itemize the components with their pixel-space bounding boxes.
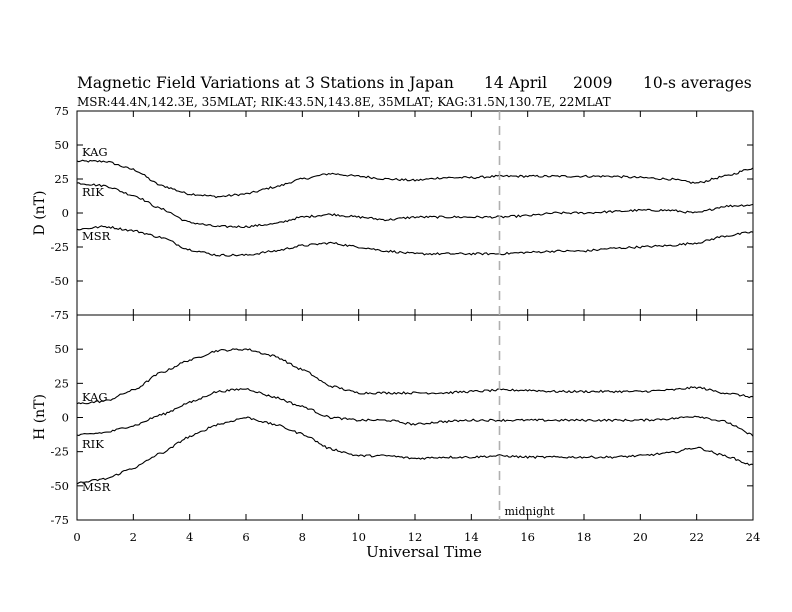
- chart-cadence: 10-s averages: [643, 74, 752, 92]
- y-tick-label: 50: [54, 138, 69, 152]
- series-line-msr: [76, 225, 754, 257]
- y-tick-label: 75: [54, 104, 69, 118]
- x-tick-label: 18: [577, 530, 592, 544]
- y-tick-label: 50: [54, 342, 69, 356]
- y-tick-label: 25: [54, 172, 69, 186]
- midnight-label: midnight: [505, 505, 556, 518]
- panel-d-ylabel: D (nT): [32, 191, 48, 236]
- chart-year: 2009: [573, 74, 612, 92]
- x-axis-ticks: 0 2 4 6 8 10 12 14 16 18 20 22 24: [73, 111, 760, 544]
- x-tick-label: 8: [299, 530, 306, 544]
- x-tick-label: 24: [746, 530, 761, 544]
- series-line-rik: [76, 387, 754, 437]
- panel-d-label-rik: RIK: [82, 185, 104, 199]
- y-tick-label: 25: [54, 376, 69, 390]
- x-axis-label: Universal Time: [366, 543, 482, 561]
- chart-title: Magnetic Field Variations at 3 Stations …: [77, 74, 454, 92]
- y-tick-label: -50: [50, 479, 69, 493]
- panel-h-ylabel: H (nT): [32, 394, 48, 440]
- y-tick-label: -25: [50, 445, 69, 459]
- x-tick-label: 10: [351, 530, 366, 544]
- panel-d-series: [76, 159, 754, 257]
- panel-d-label-kag: KAG: [82, 145, 108, 159]
- y-tick-label: 0: [62, 206, 69, 220]
- panel-h-frame: [76, 314, 754, 521]
- panel-h-series-labels: KAG RIK MSR: [82, 390, 111, 494]
- panel-h-label-kag: KAG: [82, 390, 108, 404]
- y-tick-label: -75: [50, 513, 69, 527]
- x-tick-label: 0: [73, 530, 80, 544]
- series-line-msr: [76, 416, 754, 485]
- y-tick-label: 0: [62, 411, 69, 425]
- series-line-rik: [76, 182, 754, 229]
- chart-date: 14 April: [484, 74, 547, 92]
- y-tick-label: -25: [50, 240, 69, 254]
- panel-h-label-rik: RIK: [82, 437, 104, 451]
- x-tick-label: 2: [130, 530, 137, 544]
- panel-d-frame: [76, 110, 754, 316]
- series-line-kag: [76, 159, 754, 199]
- series-line-kag: [76, 348, 754, 405]
- panel-h: H (nT) 50 25 0 -25 -50 -75 KAG RIK MSR: [32, 314, 754, 527]
- x-tick-label: 22: [689, 530, 704, 544]
- y-tick-label: -75: [50, 308, 69, 322]
- y-tick-label: -50: [50, 274, 69, 288]
- x-tick-label: 6: [242, 530, 249, 544]
- x-tick-label: 20: [633, 530, 648, 544]
- panel-h-series: [76, 348, 754, 485]
- x-tick-label: 16: [520, 530, 535, 544]
- panel-d-yticks: 75 50 25 0 -25 -50 -75: [50, 104, 753, 322]
- panel-d-series-labels: KAG RIK MSR: [82, 145, 111, 243]
- panel-h-yticks: 50 25 0 -25 -50 -75: [50, 314, 753, 527]
- x-tick-label: 4: [186, 530, 193, 544]
- panel-d-label-msr: MSR: [82, 229, 111, 243]
- panel-h-label-msr: MSR: [82, 480, 111, 494]
- panel-d: D (nT) 75 50 25 0 -25 -50 -75 KAG RIK MSR: [32, 104, 754, 322]
- x-tick-label: 14: [464, 530, 479, 544]
- chart-stations: MSR:44.4N,142.3E, 35MLAT; RIK:43.5N,143.…: [77, 95, 611, 109]
- x-tick-label: 12: [408, 530, 423, 544]
